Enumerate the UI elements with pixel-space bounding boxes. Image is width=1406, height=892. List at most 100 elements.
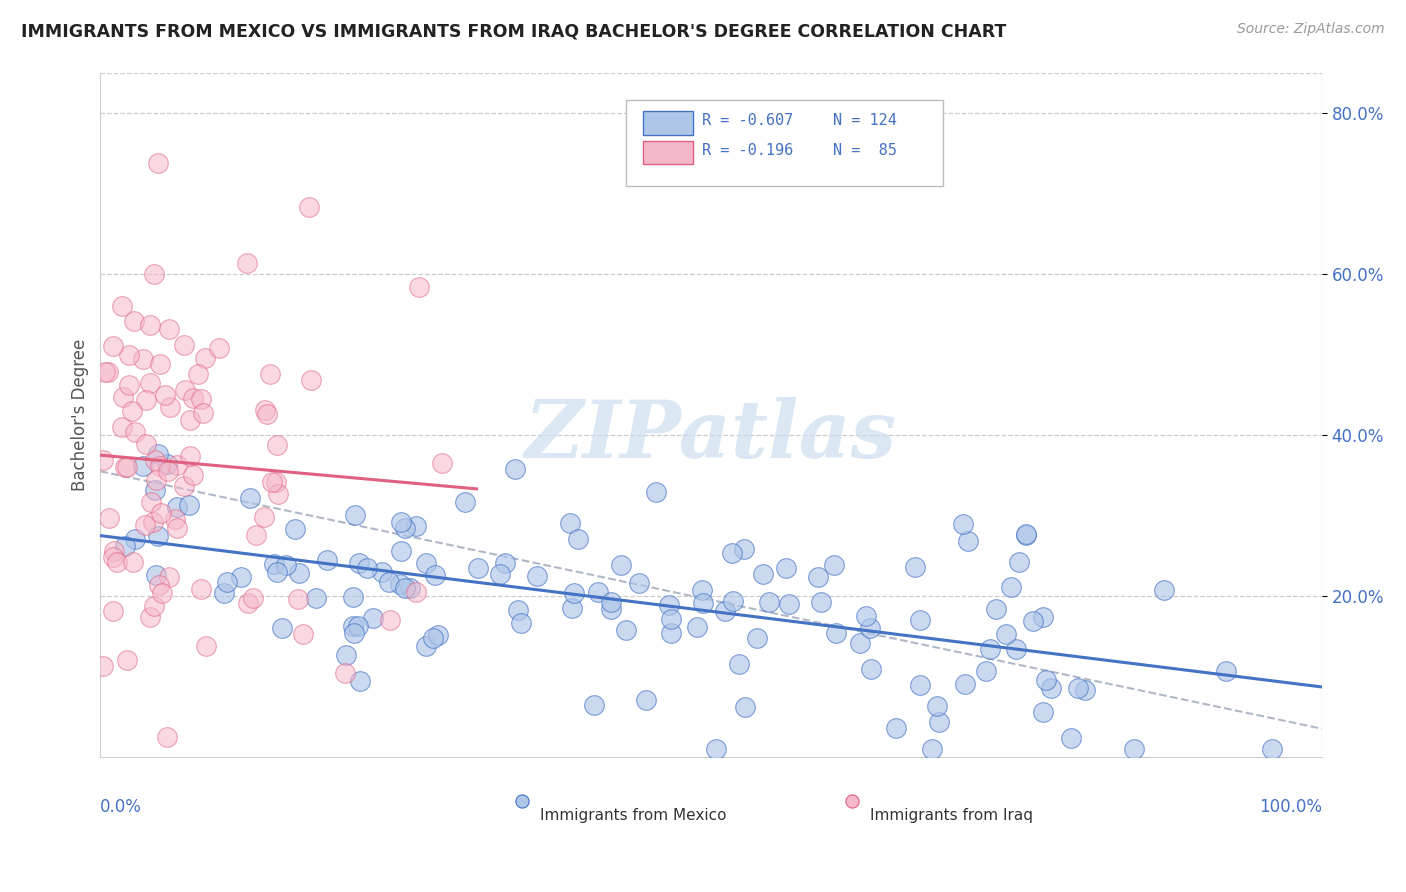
Point — [141, 495, 163, 509]
Point — [432, 456, 454, 470]
Point — [489, 566, 512, 581]
Point — [105, 555, 128, 569]
Point — [157, 570, 180, 584]
Point — [399, 582, 422, 596]
Point — [952, 516, 974, 531]
Point — [132, 458, 155, 473]
Point — [371, 566, 394, 580]
Point — [118, 378, 141, 392]
Point — [215, 575, 238, 590]
Point — [1032, 610, 1054, 624]
Point — [101, 339, 124, 353]
Point — [344, 508, 367, 523]
Point — [305, 591, 328, 605]
Point — [149, 357, 172, 371]
Point — [752, 567, 775, 582]
Point — [288, 566, 311, 580]
Point — [173, 478, 195, 492]
Point — [263, 557, 285, 571]
Point — [389, 515, 412, 529]
Point — [266, 565, 288, 579]
Point — [377, 575, 399, 590]
Point — [494, 556, 516, 570]
Point — [276, 558, 298, 573]
Point — [1215, 664, 1237, 678]
Point — [349, 674, 371, 689]
Text: IMMIGRANTS FROM MEXICO VS IMMIGRANTS FROM IRAQ BACHELOR'S DEGREE CORRELATION CHA: IMMIGRANTS FROM MEXICO VS IMMIGRANTS FRO… — [21, 22, 1007, 40]
Point — [103, 543, 125, 558]
Point — [1000, 580, 1022, 594]
Point — [526, 568, 548, 582]
Point — [208, 341, 231, 355]
Point — [389, 543, 412, 558]
Point — [245, 528, 267, 542]
Point — [141, 515, 163, 529]
Point — [503, 462, 526, 476]
Point — [346, 619, 368, 633]
Point — [157, 322, 180, 336]
Point — [143, 599, 166, 613]
Point — [690, 582, 713, 597]
Point — [1015, 528, 1038, 542]
Point — [194, 640, 217, 654]
Point — [266, 475, 288, 489]
FancyBboxPatch shape — [626, 100, 943, 186]
Point — [1035, 673, 1057, 687]
Point — [599, 602, 621, 616]
Point — [343, 626, 366, 640]
Point — [166, 458, 188, 473]
Point — [974, 664, 997, 678]
Point — [91, 659, 114, 673]
Point — [1005, 641, 1028, 656]
Point — [394, 581, 416, 595]
Point — [408, 279, 430, 293]
Point — [775, 561, 797, 575]
Point — [190, 582, 212, 596]
Point — [704, 742, 727, 756]
Point — [908, 613, 931, 627]
Point — [122, 555, 145, 569]
Point — [145, 568, 167, 582]
Point — [163, 511, 186, 525]
Point — [733, 542, 755, 557]
Point — [148, 447, 170, 461]
Point — [405, 584, 427, 599]
Text: R = -0.607: R = -0.607 — [703, 113, 794, 128]
Point — [135, 392, 157, 407]
Point — [758, 595, 780, 609]
Point — [212, 586, 235, 600]
Point — [957, 533, 980, 548]
Point — [155, 388, 177, 402]
Point — [644, 485, 666, 500]
Point — [927, 699, 949, 714]
Point — [121, 403, 143, 417]
Point — [415, 639, 437, 653]
Point — [166, 521, 188, 535]
Point — [810, 595, 832, 609]
Point — [634, 693, 657, 707]
Point — [271, 621, 294, 635]
Point — [117, 459, 139, 474]
Point — [181, 468, 204, 483]
Point — [714, 604, 737, 618]
Point — [190, 392, 212, 406]
Point — [389, 577, 412, 591]
Point — [139, 376, 162, 391]
Point — [187, 368, 209, 382]
Point — [884, 721, 907, 735]
Point — [361, 610, 384, 624]
Point — [841, 802, 863, 816]
Point — [111, 299, 134, 313]
Point — [316, 553, 339, 567]
Point — [239, 491, 262, 505]
Point — [979, 641, 1001, 656]
Point — [114, 539, 136, 553]
Text: R = -0.196: R = -0.196 — [703, 143, 794, 158]
Point — [686, 620, 709, 634]
Point — [301, 373, 323, 387]
Point — [423, 567, 446, 582]
Point — [124, 425, 146, 439]
Point — [658, 598, 681, 612]
Point — [253, 402, 276, 417]
Point — [97, 365, 120, 379]
